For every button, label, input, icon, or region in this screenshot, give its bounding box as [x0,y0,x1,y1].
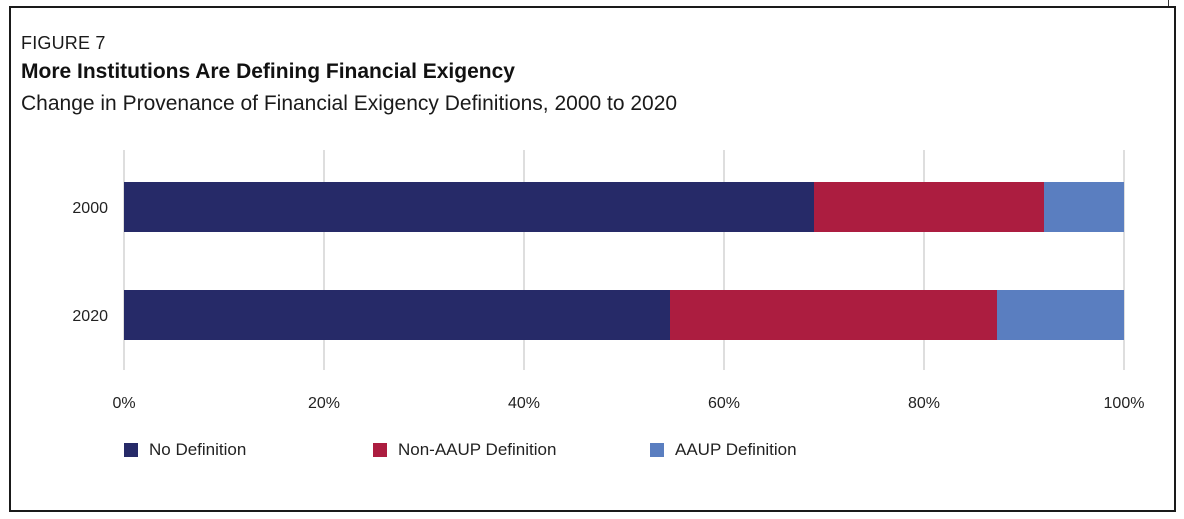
x-tick-label: 0% [112,395,135,412]
legend-item-no-definition: No Definition [124,440,246,460]
x-tick-label: 60% [708,395,740,412]
legend-label: AAUP Definition [675,440,797,459]
legend-label: No Definition [149,440,247,459]
bars [124,182,1124,340]
legend-label: Non-AAUP Definition [398,440,557,459]
y-tick-label: 2000 [72,200,108,217]
y-tick-label: 2020 [72,308,108,325]
chart-title: More Institutions Are Defining Financial… [21,60,515,83]
chart-subtitle: Change in Provenance of Financial Exigen… [21,92,678,115]
legend-swatch [124,443,138,457]
y-axis-labels: 2000 2020 [72,200,108,325]
figure-label: FIGURE 7 [21,33,106,53]
bar-segment-no-definition-2020 [124,290,670,340]
x-tick-label: 40% [508,395,540,412]
legend-swatch [650,443,664,457]
legend-item-aaup: AAUP Definition [650,440,797,460]
legend-item-non-aaup: Non-AAUP Definition [373,440,556,460]
page-edge-mark [1168,0,1169,6]
legend-swatch [373,443,387,457]
x-tick-label: 100% [1104,395,1145,412]
x-tick-label: 80% [908,395,940,412]
x-tick-label: 20% [308,395,340,412]
bar-segment-aaup-2020 [997,290,1124,340]
figure-frame [9,6,1176,512]
bar-segment-non-aaup-2020 [670,290,997,340]
bar-segment-aaup-2000 [1044,182,1124,232]
bar-segment-non-aaup-2000 [814,182,1044,232]
x-axis-labels: 0% 20% 40% 60% 80% 100% [112,395,1144,412]
bar-segment-no-definition-2000 [124,182,814,232]
